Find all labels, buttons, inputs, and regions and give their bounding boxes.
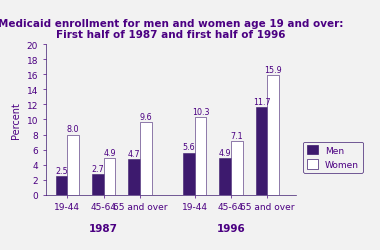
Bar [256,107,267,195]
Bar [67,135,79,195]
Text: 11.7: 11.7 [253,97,270,106]
Text: 5.6: 5.6 [182,143,195,152]
Text: 10.3: 10.3 [192,108,209,116]
Bar [140,123,152,195]
Bar [231,142,242,195]
Bar [183,153,195,195]
Text: 7.1: 7.1 [231,132,243,140]
Bar [56,176,67,195]
Bar [195,118,206,195]
Legend: Men, Women: Men, Women [303,142,363,173]
Bar [267,76,279,195]
Text: 4.7: 4.7 [128,150,141,159]
Text: 1996: 1996 [217,224,245,234]
Bar [219,158,231,195]
Text: 9.6: 9.6 [139,113,152,122]
Text: 4.9: 4.9 [103,148,116,157]
Text: 2.5: 2.5 [55,166,68,175]
Text: 8.0: 8.0 [67,125,79,134]
Text: 2.7: 2.7 [92,165,105,173]
Text: 1987: 1987 [89,224,118,234]
Bar [92,175,104,195]
Y-axis label: Percent: Percent [11,102,21,138]
Title: Medicaid enrollment for men and women age 19 and over:
First half of 1987 and fi: Medicaid enrollment for men and women ag… [0,18,344,40]
Bar [104,158,116,195]
Text: 15.9: 15.9 [264,66,282,75]
Text: 4.9: 4.9 [219,148,231,157]
Bar [128,160,140,195]
